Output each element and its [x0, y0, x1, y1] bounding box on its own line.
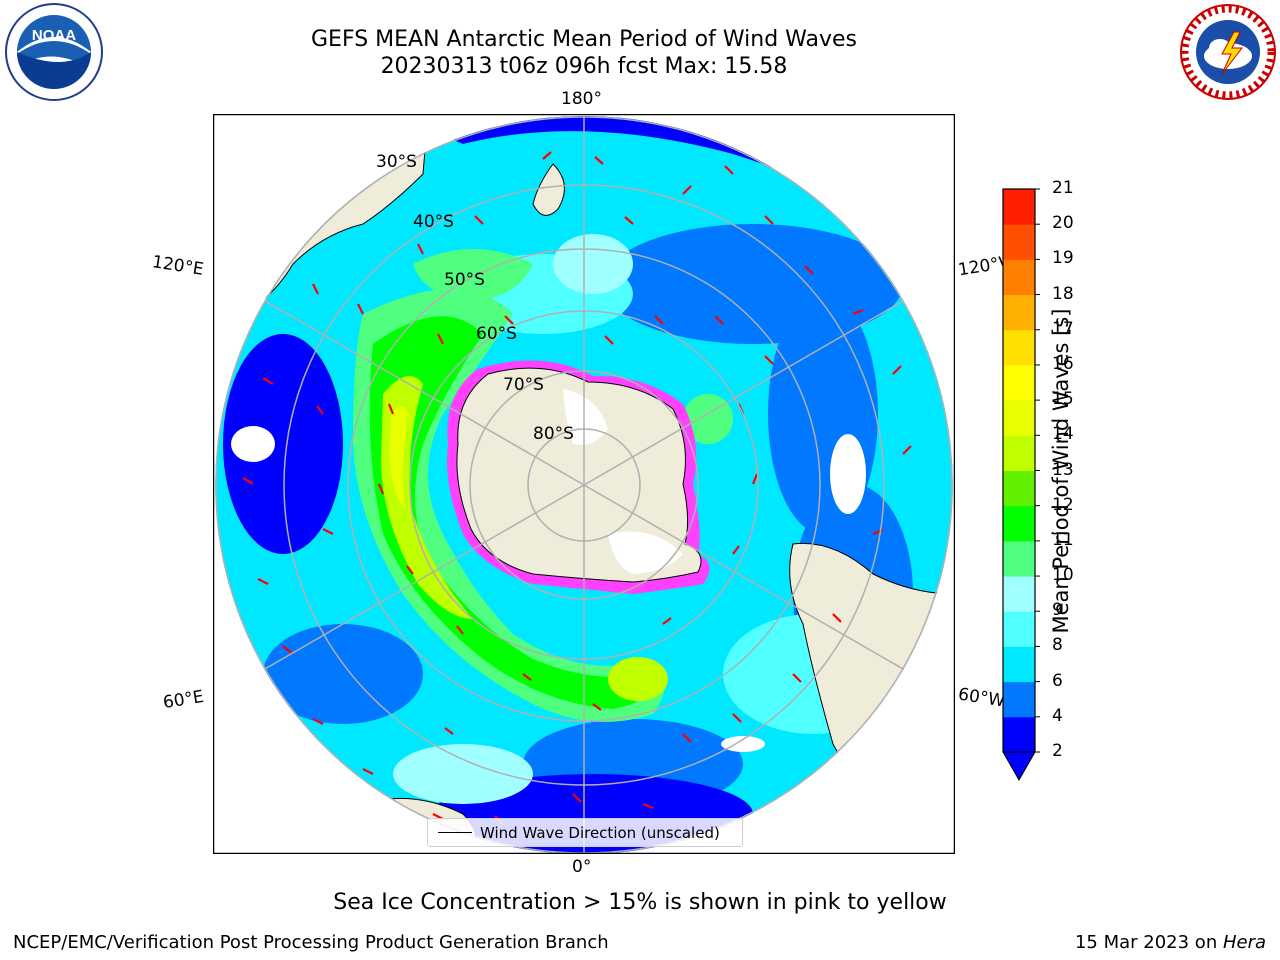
colorbar-tick-label: 16	[1052, 353, 1074, 374]
legend-line-sample	[438, 832, 472, 833]
sea-ice-note: Sea Ice Concentration > 15% is shown in …	[333, 890, 947, 915]
colorbar-tick-label: 21	[1052, 178, 1074, 198]
colorbar-tick-label: 19	[1052, 248, 1074, 269]
lon-label-60e: 60°E	[161, 686, 206, 714]
lat-label-70s: 70°S	[503, 375, 544, 395]
footer-credit: NCEP/EMC/Verification Post Processing Pr…	[13, 932, 609, 953]
colorbar-tick-label: 12	[1052, 494, 1074, 515]
colorbar-extend-triangle	[1002, 751, 1036, 782]
footer-date: 15 Mar 2023 on Hera	[1075, 932, 1266, 953]
colorbar-segment	[1003, 716, 1035, 753]
colorbar-tick-label: 9	[1052, 600, 1063, 621]
map-legend: Wind Wave Direction (unscaled)	[427, 818, 743, 847]
national-weather-service-logo	[1180, 4, 1276, 100]
lon-label-bottom: 0°	[572, 857, 592, 877]
lon-label-120e: 120°E	[150, 252, 205, 280]
lat-label-80s: 80°S	[533, 424, 574, 444]
colorbar-tick-label: 6	[1052, 670, 1063, 691]
colorbar-tick-label: 20	[1052, 213, 1074, 234]
colorbar-segment	[1003, 224, 1035, 260]
colorbar-tick-label: 18	[1052, 283, 1074, 304]
lat-label-60s: 60°S	[476, 324, 517, 344]
colorbar-segment	[1003, 681, 1035, 718]
lon-label-60w: 60°W	[956, 684, 1007, 712]
footer-host: Hera	[1222, 932, 1266, 953]
colorbar-title: Mean Period of Wind Waves [s]	[1049, 308, 1073, 634]
colorbar-segment	[1003, 505, 1035, 542]
lat-label-50s: 50°S	[444, 270, 485, 290]
lat-label-30s: 30°S	[376, 152, 417, 172]
colorbar-segment	[1003, 400, 1035, 436]
colorbar-segment	[1003, 470, 1035, 507]
footer-date-text: 15 Mar 2023 on	[1074, 932, 1223, 953]
colorbar	[1002, 188, 1040, 782]
colorbar-segment	[1003, 294, 1035, 331]
colorbar-tick-label: 11	[1052, 529, 1074, 550]
colorbar-tick-label: 4	[1052, 705, 1063, 726]
colorbar-tick-label: 17	[1052, 318, 1074, 339]
colorbar-segment	[1003, 540, 1035, 577]
colorbar-tick-label: 13	[1052, 459, 1074, 480]
colorbar-tick-label: 15	[1052, 389, 1074, 410]
colorbar-tick-label: 14	[1052, 424, 1074, 445]
colorbar-segment	[1003, 646, 1035, 683]
colorbar-segment	[1003, 259, 1035, 296]
lon-label-top: 180°	[561, 89, 602, 109]
plot-title-line-1: GEFS MEAN Antarctic Mean Period of Wind …	[311, 27, 857, 52]
plot-title-line-2: 20230313 t06z 096h fcst Max: 15.58	[380, 54, 788, 79]
colorbar-tick-label: 8	[1052, 635, 1063, 656]
noaa-logo: NOAA	[5, 3, 103, 101]
colorbar-tick-label: 10	[1052, 565, 1074, 586]
legend-label: Wind Wave Direction (unscaled)	[480, 823, 720, 842]
polar-wave-period-map	[213, 114, 955, 854]
svg-text:NOAA: NOAA	[32, 27, 76, 44]
colorbar-segment	[1003, 329, 1035, 366]
colorbar-segment	[1003, 611, 1035, 647]
wind-wave-direction-arrows	[242, 151, 912, 825]
colorbar-segment	[1003, 435, 1035, 471]
lat-label-40s: 40°S	[413, 212, 454, 232]
graticule	[215, 116, 953, 854]
colorbar-tick-label: 2	[1052, 741, 1063, 761]
colorbar-segment	[1003, 576, 1035, 612]
colorbar-segment	[1003, 364, 1035, 401]
colorbar-segment	[1003, 189, 1035, 225]
